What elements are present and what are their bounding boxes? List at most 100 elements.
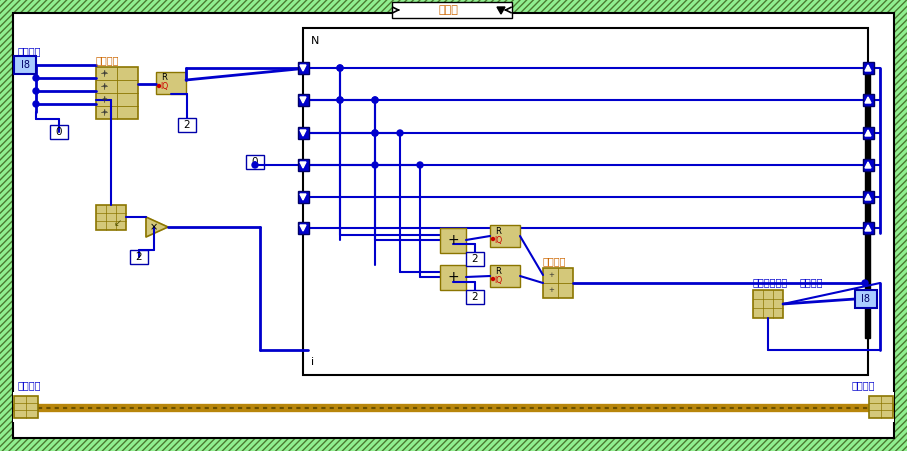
Bar [14,56,36,74]
Circle shape [33,101,39,107]
Circle shape [372,162,378,168]
Circle shape [372,130,378,136]
Bar [863,159,874,171]
Bar [490,225,520,247]
Circle shape [372,97,378,103]
Bar [863,127,874,139]
Text: ↙: ↙ [114,218,122,228]
Text: N: N [311,36,319,46]
Bar [13,392,894,422]
Text: ×: × [150,222,158,232]
Circle shape [337,65,343,71]
Polygon shape [865,130,871,136]
Polygon shape [300,162,306,168]
Bar [178,118,196,132]
Bar [543,268,573,298]
Bar [894,0,907,451]
Text: +: + [101,109,107,115]
Text: 错误输入: 错误输入 [18,380,42,390]
Bar [440,265,466,290]
Text: R: R [495,267,501,276]
Text: 0: 0 [252,157,258,167]
Polygon shape [865,225,871,231]
Text: +: + [101,96,107,102]
Text: 无错误: 无错误 [438,5,458,15]
Bar [130,250,148,264]
Text: R: R [161,74,167,83]
Circle shape [252,162,258,168]
Bar [14,396,38,418]
Bar [392,2,512,18]
Text: 2: 2 [136,252,142,262]
Bar [298,159,309,171]
Bar [298,94,309,106]
Text: 2: 2 [184,120,190,130]
Circle shape [397,130,403,136]
Bar [0,438,907,451]
Polygon shape [300,130,306,136]
Polygon shape [146,217,168,237]
Text: I8: I8 [862,294,871,304]
Text: +: + [101,70,107,76]
Polygon shape [865,162,871,168]
Text: +: + [101,83,107,89]
Bar [96,205,126,230]
Polygon shape [865,194,871,200]
Bar [863,191,874,203]
Text: 2: 2 [472,292,478,302]
Text: 创建数组: 创建数组 [96,55,120,65]
Bar [863,94,874,106]
Text: +: + [447,233,459,247]
Circle shape [158,84,161,87]
Bar [298,62,309,74]
Polygon shape [300,194,306,200]
Bar [246,155,264,169]
Text: i: i [311,357,314,367]
Text: IQ: IQ [160,83,168,92]
Bar [0,0,13,451]
Text: +: + [548,272,554,278]
Bar [466,252,484,266]
Bar [50,125,68,139]
Text: I8: I8 [21,60,30,70]
Polygon shape [865,65,871,71]
Text: +: + [548,287,554,293]
Text: 重排数组维数: 重排数组维数 [753,277,788,287]
Bar [298,191,309,203]
Bar [303,28,868,375]
Bar [298,222,309,234]
Text: IQ: IQ [494,235,502,244]
Text: 创建数组: 创建数组 [543,256,567,266]
Bar [466,290,484,304]
Text: R: R [495,226,501,235]
Bar [490,265,520,287]
Bar [440,228,466,253]
Circle shape [417,162,423,168]
Bar [96,67,138,119]
Circle shape [372,130,378,136]
Polygon shape [497,7,505,14]
Text: +: + [447,270,459,284]
Bar [753,290,783,318]
Polygon shape [300,225,306,231]
Text: 2: 2 [472,254,478,264]
Circle shape [862,280,868,286]
Polygon shape [865,97,871,103]
Circle shape [372,97,378,103]
Bar [869,396,893,418]
Bar [865,66,870,338]
Bar [0,0,907,13]
Polygon shape [300,97,306,103]
Text: IQ: IQ [494,276,502,285]
Bar [863,62,874,74]
Text: 编码数据: 编码数据 [800,277,824,287]
Text: 0: 0 [55,127,63,137]
Circle shape [492,277,494,281]
Circle shape [33,88,39,94]
Circle shape [33,75,39,81]
Bar [298,127,309,139]
Text: 输入数据: 输入数据 [18,46,42,56]
Text: 错误输出: 错误输出 [852,380,875,390]
Bar [156,72,186,94]
Bar [855,290,877,308]
